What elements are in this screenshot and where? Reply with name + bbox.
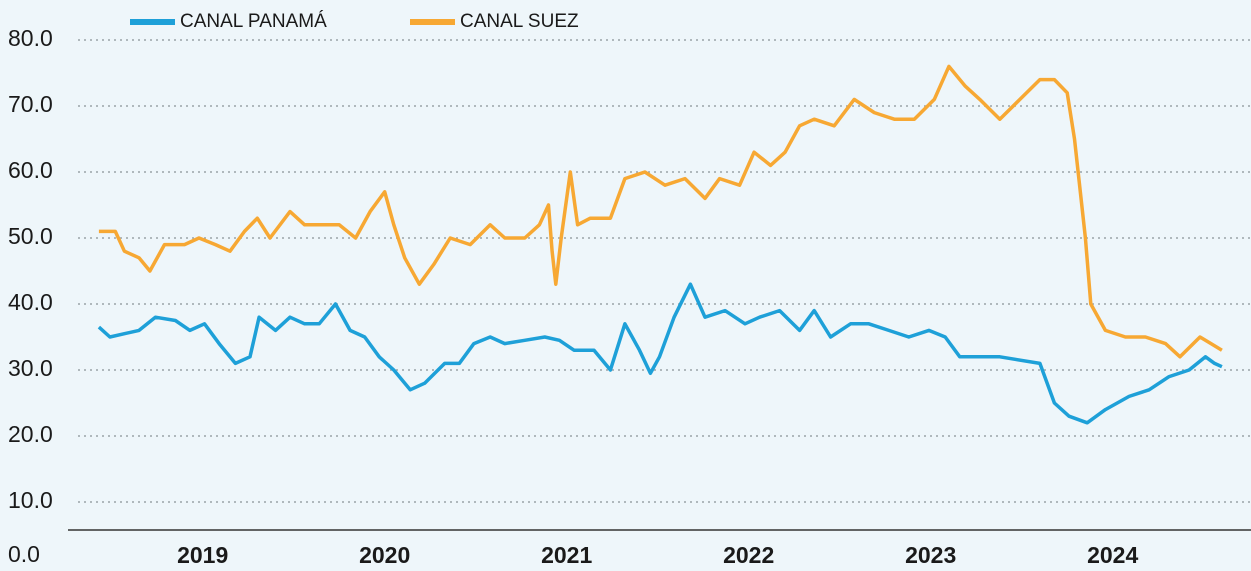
y-tick-label: 60.0 xyxy=(8,157,53,183)
y-tick-label: 70.0 xyxy=(8,91,53,117)
x-tick-label: 2023 xyxy=(905,542,956,568)
y-tick-label: 0.0 xyxy=(8,541,40,567)
legend-label: CANAL PANAMÁ xyxy=(180,11,327,32)
x-tick-label: 2019 xyxy=(177,542,228,568)
y-tick-label: 50.0 xyxy=(8,223,53,249)
x-tick-label: 2024 xyxy=(1087,542,1138,568)
series-line xyxy=(98,64,1223,359)
y-tick-label: 80.0 xyxy=(8,25,53,51)
y-tick-label: 10.0 xyxy=(8,487,53,513)
x-tick-label: 2020 xyxy=(359,542,410,568)
x-tick-label: 2021 xyxy=(541,542,592,568)
series-line xyxy=(97,282,1223,425)
y-tick-label: 40.0 xyxy=(8,289,53,315)
y-tick-label: 30.0 xyxy=(8,355,53,381)
x-tick-label: 2022 xyxy=(723,542,774,568)
y-tick-label: 20.0 xyxy=(8,421,53,447)
legend-label: CANAL SUEZ xyxy=(460,11,579,32)
